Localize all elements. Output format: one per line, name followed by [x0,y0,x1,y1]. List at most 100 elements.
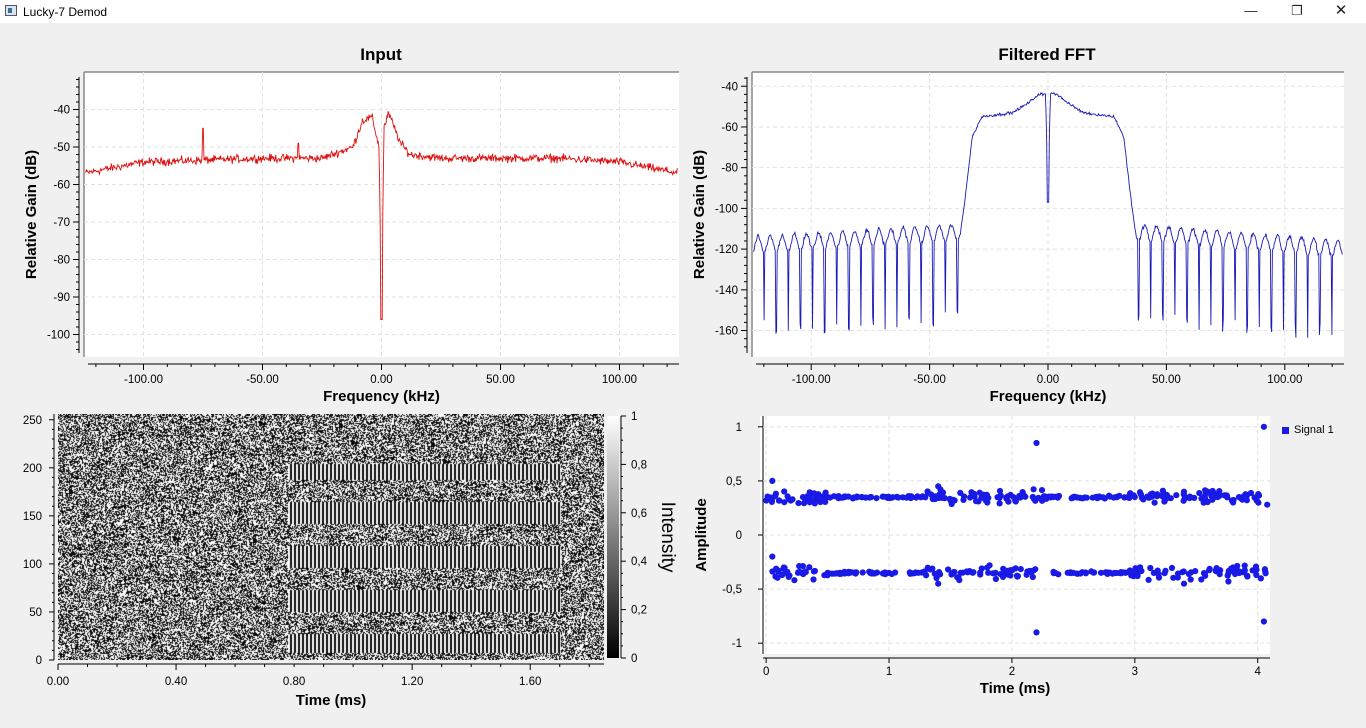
fft-xaxis-label: Frequency (kHz) [990,388,1107,405]
waterfall-ytick-label: 250 [23,415,42,427]
scatter-point [1253,566,1260,573]
scatter-point [1257,575,1264,582]
scatter-point [907,570,914,577]
close-icon: ✕ [1334,2,1348,19]
scatter-point [791,577,798,584]
scatter-point [1017,566,1024,573]
scatter-point [986,562,993,569]
close-button[interactable]: ✕ [1318,0,1364,23]
scatter-yaxis-label: Amplitude [693,498,710,571]
scatter-point [994,494,1001,501]
input-panel-title: Input [360,45,402,64]
scatter-point [1027,567,1034,575]
scatter-point [1039,497,1046,504]
scatter-point [879,493,886,500]
scatter-point [1032,497,1039,504]
scatter-point [1191,494,1198,501]
scatter-point [989,570,997,577]
scatter-point [1224,494,1231,501]
scatter-point [1104,570,1111,578]
scatter-point [1050,570,1057,577]
scatter-point [845,570,852,577]
input-xtick-label: -100.00 [124,374,163,386]
scatter-point [1033,629,1040,636]
colorbar-tick-label: 0,6 [631,508,647,520]
scatter-point [853,493,861,500]
scatter-point [1170,574,1177,581]
scatter-point [859,569,866,576]
scatter-point [769,553,776,560]
scatter-point [784,493,791,500]
scatter-point [1110,494,1117,501]
scatter-point [1097,569,1105,576]
waterfall-xtick-label: 1.60 [519,676,541,688]
scatter-xtick-label: 3 [1132,666,1138,678]
scatter-point [769,568,776,575]
scatter-point [1159,487,1166,494]
scatter-point [1200,499,1207,506]
scatter-point [1216,488,1223,495]
colorbar-label: Intensity [657,502,678,573]
scatter-point [1262,570,1269,577]
waterfall-ytick-label: 50 [29,607,42,619]
scatter-point [779,571,786,579]
scatter-point [892,569,899,576]
scatter-point [992,575,1000,583]
fft-xtick-label: 50.00 [1152,374,1181,386]
scatter-point [1138,567,1145,575]
title-bar[interactable]: Lucky-7 Demod — ❐ ✕ [0,0,1366,23]
window-title: Lucky-7 Demod [23,5,108,19]
scatter-point [867,494,875,501]
fft-ytick-label: -60 [721,122,738,134]
scatter-point [845,493,852,500]
scatter-point [1255,492,1263,499]
input-xtick-label: 0.00 [370,374,392,386]
scatter-point [1161,570,1168,577]
scatter-point [982,497,990,504]
scatter-point [1173,492,1180,499]
scatter-point [1132,570,1139,577]
scatter-point [1101,495,1109,502]
scatter-point [1212,567,1219,574]
scatter-point [880,570,887,577]
scatter-point [1260,423,1267,430]
input-ytick-label: -50 [53,142,70,154]
fft-ytick-label: -40 [721,81,738,93]
waterfall-xaxis-label: Time (ms) [296,692,367,709]
scatter-point [1185,570,1192,578]
scatter-point [1118,569,1125,576]
scatter-point [1200,570,1208,577]
fft-ytick-label: -80 [721,163,738,175]
waterfall-ytick-label: 200 [23,463,42,475]
scatter-point [871,570,878,577]
fft-ytick-label: -120 [715,244,738,256]
input-ytick-label: -40 [53,105,70,117]
scatter-point [886,494,893,502]
scatter-point [915,569,922,576]
scatter-point [1225,570,1232,577]
legend-label: Signal 1 [1294,424,1334,436]
scatter-point [977,571,984,578]
scatter-point [1180,497,1187,504]
scatter-point [954,574,961,581]
input-ytick-label: -90 [53,292,70,304]
scatter-xaxis-label: Time (ms) [980,680,1051,697]
scatter-point [1225,578,1232,585]
scatter-point [1145,576,1152,584]
input-ytick-label: -60 [53,180,70,192]
scatter-xtick-label: 0 [763,666,769,678]
scatter-point [923,572,930,579]
scatter-point [960,496,967,503]
scatter-point [936,491,943,498]
input-xtick-label: 100.00 [602,374,637,386]
waterfall-xtick-label: 0.40 [165,676,187,688]
scatter-point [976,489,983,496]
scatter-point [1148,491,1155,498]
input-ytick-label: -80 [53,255,70,267]
scatter-point [966,568,973,575]
scatter-point [1088,568,1095,575]
restore-button[interactable]: ❐ [1274,0,1320,23]
minimize-button[interactable]: — [1228,0,1274,23]
scatter-ytick-label: 1 [736,422,742,434]
fft-series-line [753,92,1343,338]
